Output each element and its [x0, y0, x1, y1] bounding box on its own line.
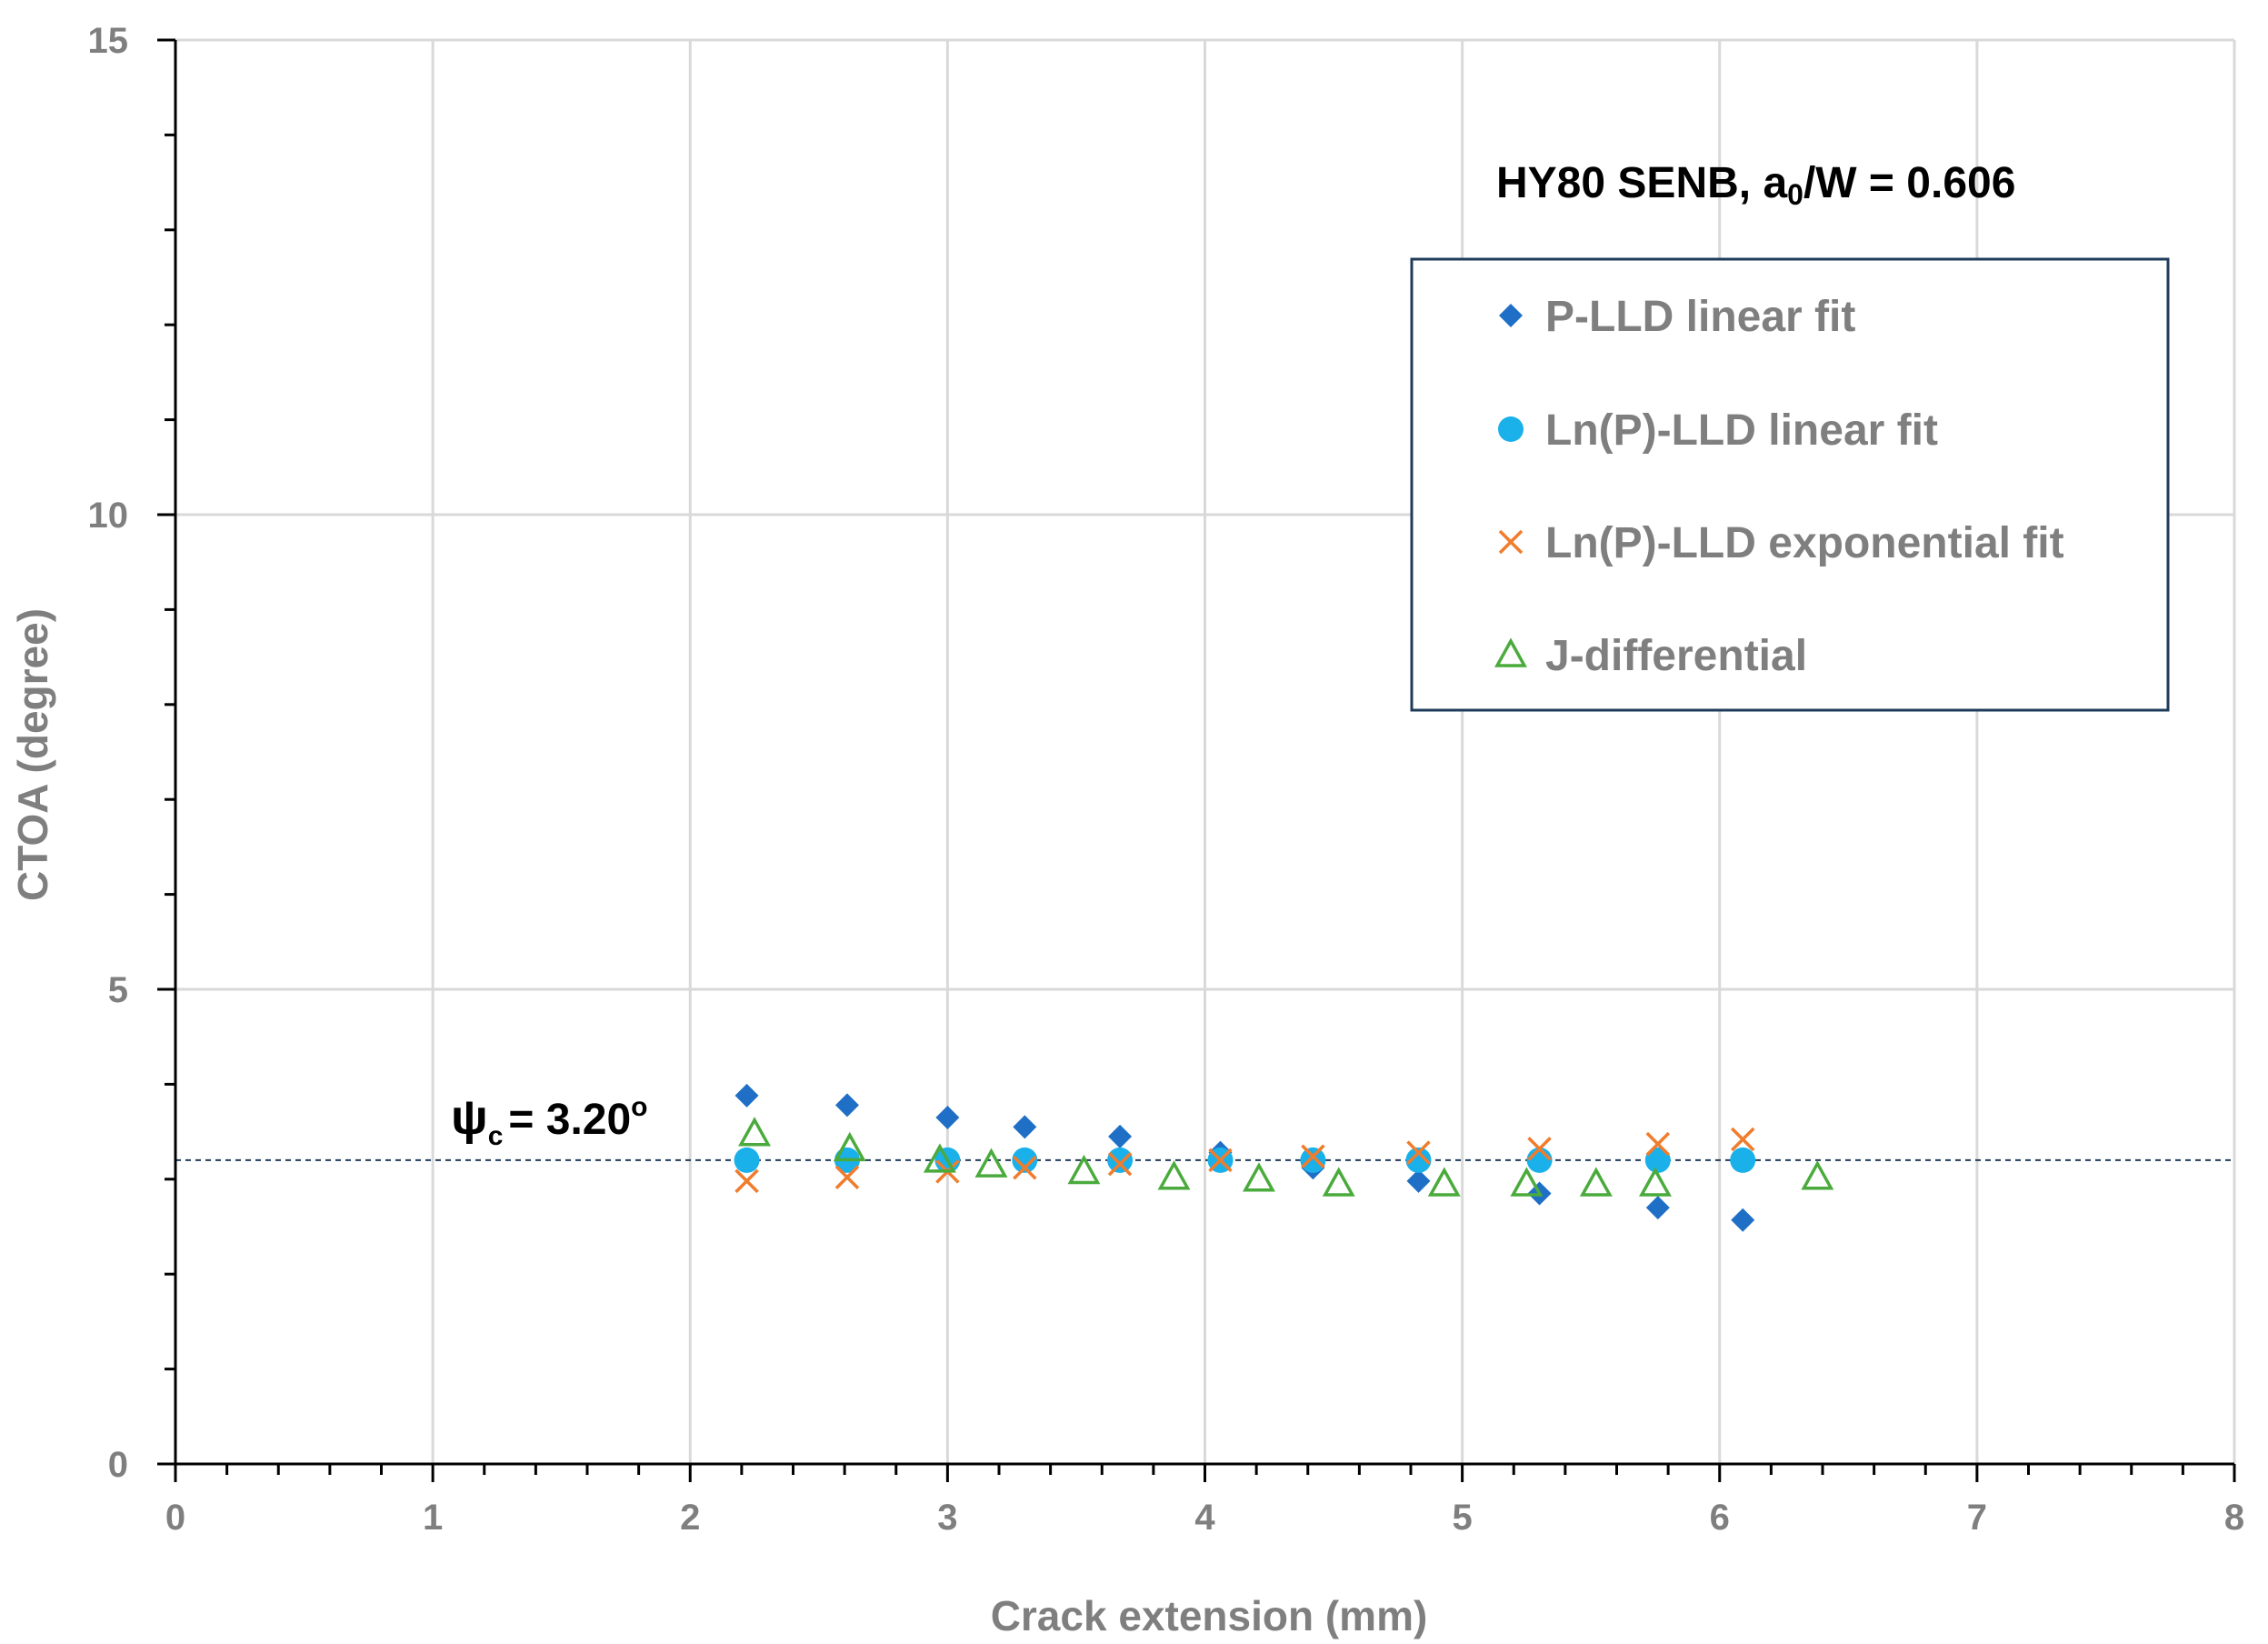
data-point: [1427, 1167, 1461, 1197]
data-point: [1208, 1148, 1233, 1173]
data-point: [1013, 1156, 1037, 1180]
data-point: [1645, 1196, 1670, 1220]
data-point: [834, 1165, 860, 1189]
x-tick-label: 4: [1194, 1498, 1215, 1538]
psi-symbol: ψ: [451, 1090, 488, 1145]
psi-value: = 3.20: [508, 1096, 631, 1144]
x-tick-label: 0: [165, 1498, 185, 1538]
data-point: [1107, 1147, 1134, 1173]
x-tick-label: 7: [1967, 1498, 1987, 1538]
data-point: [833, 1131, 866, 1162]
data-point: [1527, 1137, 1552, 1161]
data-point: [1510, 1167, 1544, 1197]
x-tick-label: 5: [1453, 1498, 1473, 1538]
data-point: [734, 1168, 759, 1194]
x-tick-label: 1: [423, 1498, 443, 1538]
legend-marker: [1499, 304, 1523, 327]
series-1: [734, 1147, 1756, 1173]
chart-annotation: HY80 SENB, a0/W = 0.606: [1496, 159, 2015, 211]
gridlines: [175, 38, 2236, 1464]
psi-superscript: o: [631, 1092, 647, 1122]
x-tick-label: 3: [937, 1498, 957, 1538]
data-point: [734, 1083, 759, 1108]
series-layer: [734, 1083, 1834, 1232]
data-point: [1645, 1131, 1671, 1157]
x-tick-label: 6: [1710, 1498, 1730, 1538]
legend-label: Ln(P)-LLD linear fit: [1545, 406, 1938, 455]
data-point: [935, 1105, 960, 1129]
data-point: [834, 1093, 859, 1118]
legend-marker: [1498, 529, 1524, 555]
data-point: [1322, 1167, 1355, 1197]
data-point: [1526, 1147, 1553, 1173]
legend-marker: [1498, 416, 1524, 442]
y-tick-label: 10: [88, 496, 129, 536]
reference-line-label: ψc = 3.20o: [451, 1090, 648, 1151]
data-point: [1405, 1147, 1432, 1173]
data-point: [738, 1117, 772, 1147]
y-tick-label: 15: [88, 21, 129, 61]
x-tick-label: 2: [680, 1498, 700, 1538]
data-point: [1108, 1124, 1133, 1148]
annotation-suffix: /W = 0.606: [1803, 159, 2015, 207]
x-tick-label: 8: [2224, 1498, 2244, 1538]
data-point: [1301, 1144, 1325, 1168]
annotation-prefix: HY80 SENB, a: [1496, 159, 1787, 207]
data-point: [1242, 1162, 1275, 1192]
series-3: [738, 1117, 1834, 1197]
legend-marker: [1494, 637, 1527, 667]
data-point: [1012, 1147, 1038, 1173]
x-axis-title: Crack extension (mm): [991, 1592, 1428, 1639]
data-point: [1406, 1140, 1431, 1165]
series-2: [734, 1127, 1755, 1194]
annotation-subscript: 0: [1787, 178, 1803, 211]
data-point: [1644, 1147, 1671, 1173]
legend-label: Ln(P)-LLD exponential fit: [1545, 519, 2064, 567]
y-axis-title: CTOA (degree): [9, 608, 56, 901]
y-tick-label: 5: [108, 970, 128, 1010]
legend-box: [1410, 257, 2170, 712]
legend: P-LLD linear fit Ln(P)-LLD linear fit Ln(P…: [1410, 257, 2170, 712]
data-point: [1730, 1147, 1756, 1173]
data-point: [923, 1143, 956, 1173]
legend-label: P-LLD linear fit: [1545, 293, 1855, 341]
data-point: [1579, 1167, 1613, 1197]
data-point: [1300, 1147, 1326, 1173]
data-point: [1638, 1167, 1672, 1197]
data-point: [734, 1147, 760, 1173]
data-point: [1013, 1115, 1037, 1139]
data-point: [1801, 1160, 1834, 1190]
legend-label: J-differential: [1545, 632, 1807, 680]
data-point: [1730, 1127, 1755, 1152]
series-0: [734, 1083, 1755, 1232]
data-point: [1107, 1151, 1133, 1177]
data-point: [1067, 1154, 1101, 1185]
psi-subscript: c: [488, 1121, 504, 1151]
data-point: [1157, 1160, 1191, 1190]
data-point: [1731, 1208, 1755, 1232]
data-point: [1406, 1168, 1431, 1193]
axes: 0 1 2 3 4 5 6 7 8 0 5 10 15: [88, 21, 2245, 1538]
y-tick-label: 0: [108, 1445, 128, 1485]
data-point: [974, 1148, 1008, 1178]
